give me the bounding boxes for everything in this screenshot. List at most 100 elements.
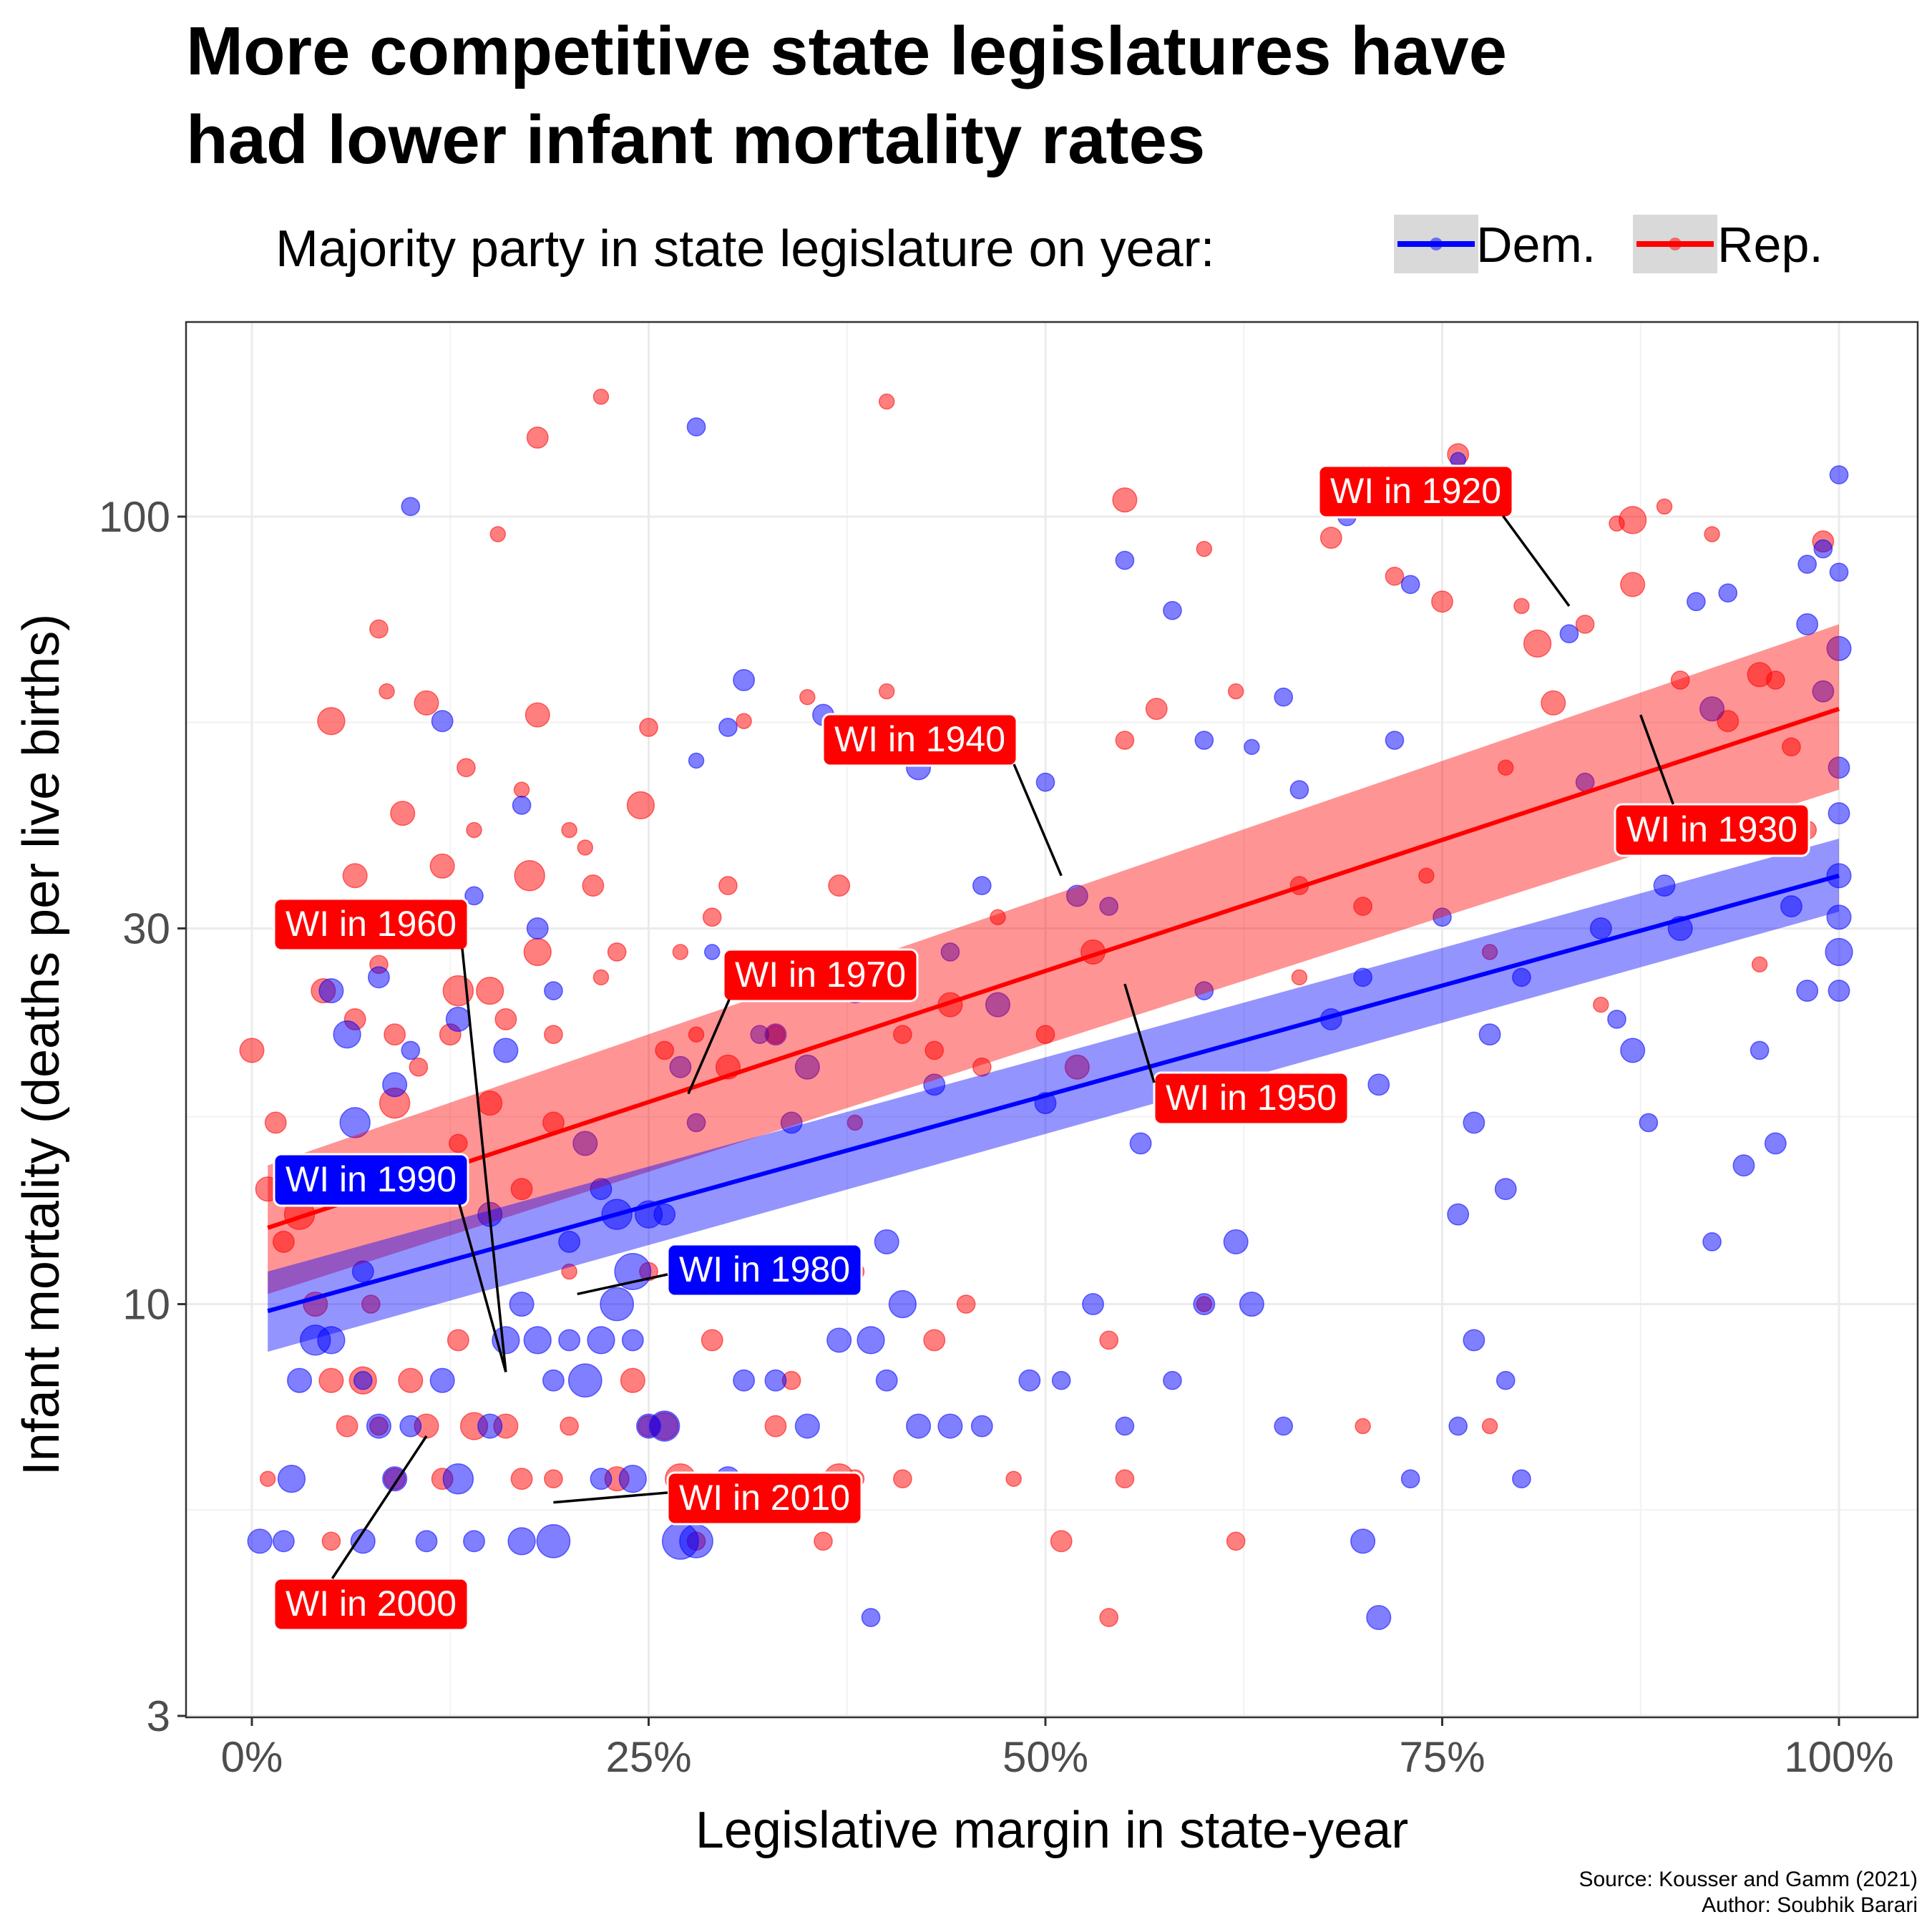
point-dem	[477, 1413, 503, 1439]
point-rep	[814, 1531, 833, 1551]
point-rep	[688, 1026, 705, 1043]
point-dem	[1826, 635, 1852, 661]
point-rep	[701, 1329, 723, 1352]
point-dem	[590, 1178, 613, 1201]
point-rep	[736, 713, 752, 729]
point-dem	[1082, 1293, 1104, 1315]
point-dem	[493, 1038, 519, 1063]
point-dem	[272, 1530, 295, 1553]
point-rep	[272, 1230, 295, 1253]
point-dem	[1687, 592, 1706, 612]
point-dem	[703, 944, 721, 960]
point-rep	[561, 821, 577, 839]
point-dem	[507, 1527, 536, 1556]
annotation-leader-line	[461, 948, 507, 1372]
annotation-label-box	[273, 1153, 469, 1207]
point-dem	[1718, 583, 1738, 603]
point-dem	[431, 710, 454, 733]
point-dem	[1826, 904, 1852, 930]
point-dem	[1639, 1113, 1659, 1133]
point-rep	[1115, 731, 1135, 750]
point-dem	[1385, 731, 1405, 750]
x-tick-label: 25%	[605, 1733, 691, 1781]
point-dem	[1163, 600, 1182, 620]
point-rep	[448, 1133, 468, 1153]
point-rep	[1005, 1470, 1022, 1487]
point-rep	[1575, 615, 1595, 634]
point-rep	[390, 801, 416, 826]
point-rep	[924, 1040, 945, 1060]
point-rep	[1717, 710, 1740, 733]
point-dem	[509, 1291, 535, 1317]
point-rep	[379, 683, 395, 700]
point-rep	[1782, 737, 1801, 757]
point-dem	[653, 1203, 676, 1226]
point-dem	[1512, 967, 1531, 987]
annotation-label-box	[1153, 1071, 1350, 1126]
trend-line-dem	[267, 873, 1840, 1314]
plot-area: WI in 1920 WI in 1930 WI in 1940 WI in 1950…	[99, 321, 1919, 1781]
confidence-band-rep	[268, 624, 1840, 1294]
point-dem	[1366, 1604, 1392, 1631]
point-dem	[874, 1229, 899, 1254]
annotation-label-box	[1614, 803, 1810, 857]
point-dem	[464, 886, 484, 906]
annotation-label-text: WI in 1970	[735, 955, 906, 995]
point-rep	[639, 718, 658, 737]
point-rep	[1704, 526, 1720, 542]
point-rep	[702, 907, 722, 927]
point-dem	[826, 1327, 852, 1353]
point-rep	[1523, 629, 1552, 658]
point-dem	[1194, 981, 1214, 1000]
point-rep	[620, 1367, 645, 1393]
point-dem	[542, 1369, 565, 1392]
point-rep	[956, 1294, 976, 1314]
point-dem	[442, 1463, 474, 1495]
point-rep	[1765, 670, 1785, 690]
point-dem	[1512, 1469, 1531, 1489]
point-dem	[247, 1528, 273, 1554]
point-rep	[799, 688, 816, 706]
point-dem	[1448, 1416, 1468, 1436]
point-dem	[1035, 772, 1055, 792]
annotation-label-text: WI in 2000	[286, 1584, 457, 1624]
point-dem	[875, 1369, 898, 1392]
point-rep	[560, 1416, 579, 1436]
point-rep	[384, 1023, 406, 1046]
point-rep	[466, 821, 482, 839]
x-tick-label: 50%	[1002, 1733, 1088, 1781]
point-dem	[621, 1329, 644, 1352]
point-rep	[1112, 487, 1138, 513]
point-dem	[415, 1530, 438, 1553]
point-rep	[1064, 1054, 1090, 1080]
point-dem	[429, 1367, 455, 1393]
point-rep	[514, 860, 545, 892]
point-dem	[1732, 1154, 1755, 1177]
trend-line-rep	[267, 706, 1840, 1230]
point-rep	[1145, 698, 1168, 721]
point-rep	[457, 758, 476, 778]
point-rep	[718, 876, 738, 895]
point-rep	[1513, 597, 1530, 615]
point-dem	[1828, 980, 1850, 1002]
point-rep	[317, 707, 346, 736]
point-rep	[1355, 1418, 1371, 1435]
point-rep	[239, 1038, 265, 1063]
point-rep	[342, 863, 368, 889]
point-dem	[1494, 1178, 1517, 1201]
point-rep	[544, 1469, 563, 1489]
point-dem	[1750, 1040, 1770, 1060]
legend-label-rep: Rep.	[1717, 217, 1823, 273]
point-rep	[318, 1367, 344, 1393]
plot-panel	[186, 322, 1918, 1717]
point-dem	[1353, 967, 1372, 987]
point-rep	[577, 839, 594, 856]
annotation-leader-line	[1502, 514, 1571, 607]
point-rep	[414, 690, 439, 716]
point-dem	[1825, 937, 1853, 967]
point-dem	[1478, 1023, 1501, 1046]
point-dem	[544, 981, 563, 1000]
point-dem	[1796, 613, 1819, 635]
point-dem	[906, 1413, 932, 1439]
annotation-label-box	[1317, 464, 1514, 519]
